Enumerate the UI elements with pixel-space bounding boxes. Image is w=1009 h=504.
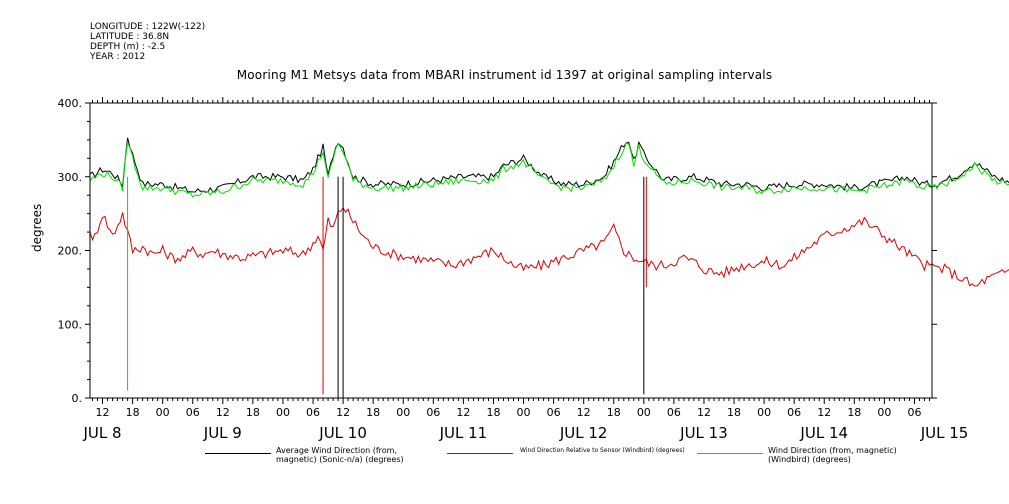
y-tick-label: 0. <box>72 392 83 405</box>
depth-text: DEPTH (m) : -2.5 <box>90 42 166 52</box>
x-hour-label: 00 <box>877 406 891 419</box>
x-hour-label: 06 <box>186 406 200 419</box>
year-text: YEAR : 2012 <box>90 52 146 62</box>
series-line-3 <box>89 140 1009 198</box>
x-hour-label: 12 <box>697 406 711 419</box>
x-date-label: JUL 15 <box>920 424 969 442</box>
legend-line-red <box>447 453 513 454</box>
x-date-label: JUL 10 <box>318 424 367 442</box>
metadata-block: LONGITUDE : 122W(-122) LATITUDE : 36.8N … <box>90 22 205 62</box>
y-tick-label: 200. <box>58 245 83 258</box>
x-hour-label: 06 <box>907 406 921 419</box>
axes-layer: 0. 100. 200. 300. 400. 12 18 00 06 12 18 00 06 12 18 00… <box>58 97 969 442</box>
x-hour-label: 12 <box>96 406 110 419</box>
series-line-1 <box>89 137 1009 193</box>
x-hour-label: 12 <box>456 406 470 419</box>
x-hour-label: 06 <box>306 406 320 419</box>
x-hour-label: 06 <box>426 406 440 419</box>
longitude-text: LONGITUDE : 122W(-122) <box>90 22 206 32</box>
x-hour-label: 06 <box>547 406 561 419</box>
x-hour-label: 12 <box>336 406 350 419</box>
x-date-label: JUL 12 <box>559 424 608 442</box>
x-hour-label: 18 <box>607 406 621 419</box>
x-hour-label: 18 <box>246 406 260 419</box>
x-date-label: JUL 13 <box>679 424 728 442</box>
x-hour-label: 12 <box>216 406 230 419</box>
x-hour-label: 18 <box>727 406 741 419</box>
chart-title: Mooring M1 Metsys data from MBARI instru… <box>236 68 773 82</box>
x-hour-label: 00 <box>156 406 170 419</box>
x-hour-label: 00 <box>276 406 290 419</box>
legend-label-relative-wind: Wind Direction Relative to Sensor (Windb… <box>520 447 685 454</box>
legend-label-average-wind: Average Wind Direction (from, magnetic) … <box>276 446 404 464</box>
latitude-text: LATITUDE : 36.8N <box>90 32 170 42</box>
x-hour-label: 06 <box>787 406 801 419</box>
x-date-label: JUL 9 <box>203 424 242 442</box>
y-tick-label: 400. <box>58 97 83 110</box>
legend-label-wind-direction: Wind Direction (from, magnetic) (Windbir… <box>768 446 897 464</box>
legend-line-green <box>697 453 763 454</box>
x-date-label: JUL 11 <box>439 424 488 442</box>
x-hour-label: 18 <box>486 406 500 419</box>
x-date-label: JUL 14 <box>799 424 848 442</box>
series-line-2 <box>89 206 1009 287</box>
x-hour-label: 12 <box>817 406 831 419</box>
y-tick-label: 100. <box>58 318 83 331</box>
y-tick-label: 300. <box>58 171 83 184</box>
x-hour-label: 12 <box>577 406 591 419</box>
x-hour-label: 00 <box>517 406 531 419</box>
x-hour-label: 00 <box>637 406 651 419</box>
x-hour-label: 18 <box>126 406 140 419</box>
x-hour-label: 18 <box>847 406 861 419</box>
x-hour-label: 00 <box>757 406 771 419</box>
x-hour-label: 06 <box>667 406 681 419</box>
x-date-label: JUL 8 <box>82 424 121 442</box>
legend-line-black <box>205 453 271 454</box>
series-layer <box>89 137 1009 398</box>
x-hour-label: 18 <box>366 406 380 419</box>
x-hour-label: 00 <box>396 406 410 419</box>
